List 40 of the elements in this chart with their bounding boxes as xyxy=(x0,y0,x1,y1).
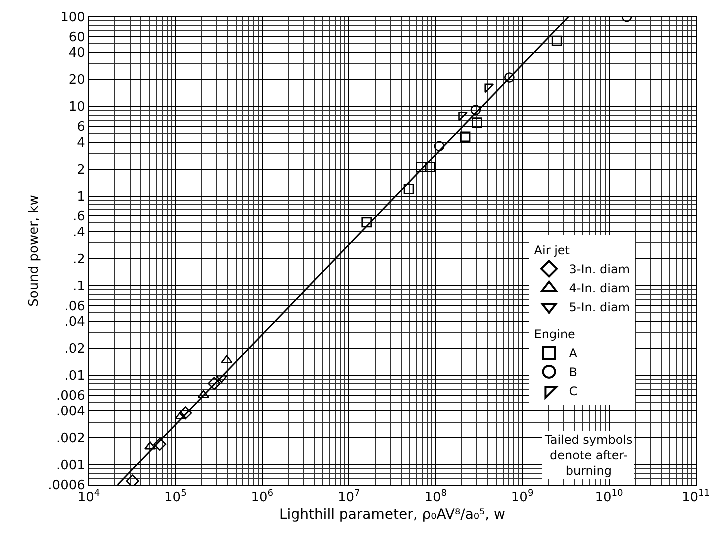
legend-label: 4-In. diam xyxy=(569,282,630,296)
x-tick-label: 10$^{10}$ xyxy=(595,489,624,506)
x-tick-label: 10$^{5}$ xyxy=(164,489,187,506)
y-tick-label: 4 xyxy=(77,136,86,151)
y-tick-label: .02 xyxy=(64,342,86,358)
annotation: Engine xyxy=(534,328,576,342)
y-tick-label: .6 xyxy=(72,210,86,225)
legend-label: C xyxy=(569,384,578,399)
y-tick-label: 6 xyxy=(77,120,86,136)
x-tick-label: 10$^{11}$ xyxy=(682,489,710,506)
y-tick-label: 60 xyxy=(68,30,86,46)
annotation: Air jet xyxy=(534,244,570,258)
y-tick-label: 40 xyxy=(68,46,86,62)
y-tick-label: .01 xyxy=(64,369,86,384)
x-tick-label: 10$^{9}$ xyxy=(511,489,534,506)
legend-label: A xyxy=(569,346,578,361)
x-tick-label: 10$^{8}$ xyxy=(424,489,448,506)
y-tick-label: .06 xyxy=(64,299,86,314)
legend-label: B xyxy=(569,366,578,380)
y-tick-label: 100 xyxy=(60,10,86,26)
y-tick-label: 2 xyxy=(77,162,86,178)
y-tick-label: .001 xyxy=(56,458,86,474)
y-tick-label: .2 xyxy=(72,252,86,268)
annotation: Tailed symbols denote after-burning xyxy=(544,433,633,478)
x-tick-label: 10$^{7}$ xyxy=(338,489,361,506)
x-axis-title: Lighthill parameter, ρ₀AV⁸/a₀⁵, w xyxy=(280,506,506,523)
y-tick-label: 20 xyxy=(68,73,86,88)
y-tick-label: 1 xyxy=(77,190,86,205)
y-tick-label: 10 xyxy=(68,100,86,116)
legend-label: 5-In. diam xyxy=(569,300,630,315)
x-tick-label: 10$^{6}$ xyxy=(251,489,274,506)
y-tick-label: .004 xyxy=(56,404,86,420)
legend-label: 3-In. diam xyxy=(569,262,630,277)
x-tick-label: 10$^{4}$ xyxy=(78,489,100,506)
y-tick-label: .002 xyxy=(56,432,86,447)
y-tick-label: .1 xyxy=(72,279,86,294)
y-axis-title: Sound power, kw xyxy=(27,194,42,307)
y-tick-label: .006 xyxy=(56,388,86,404)
y-tick-label: .4 xyxy=(72,225,86,240)
y-tick-label: .04 xyxy=(64,315,86,330)
